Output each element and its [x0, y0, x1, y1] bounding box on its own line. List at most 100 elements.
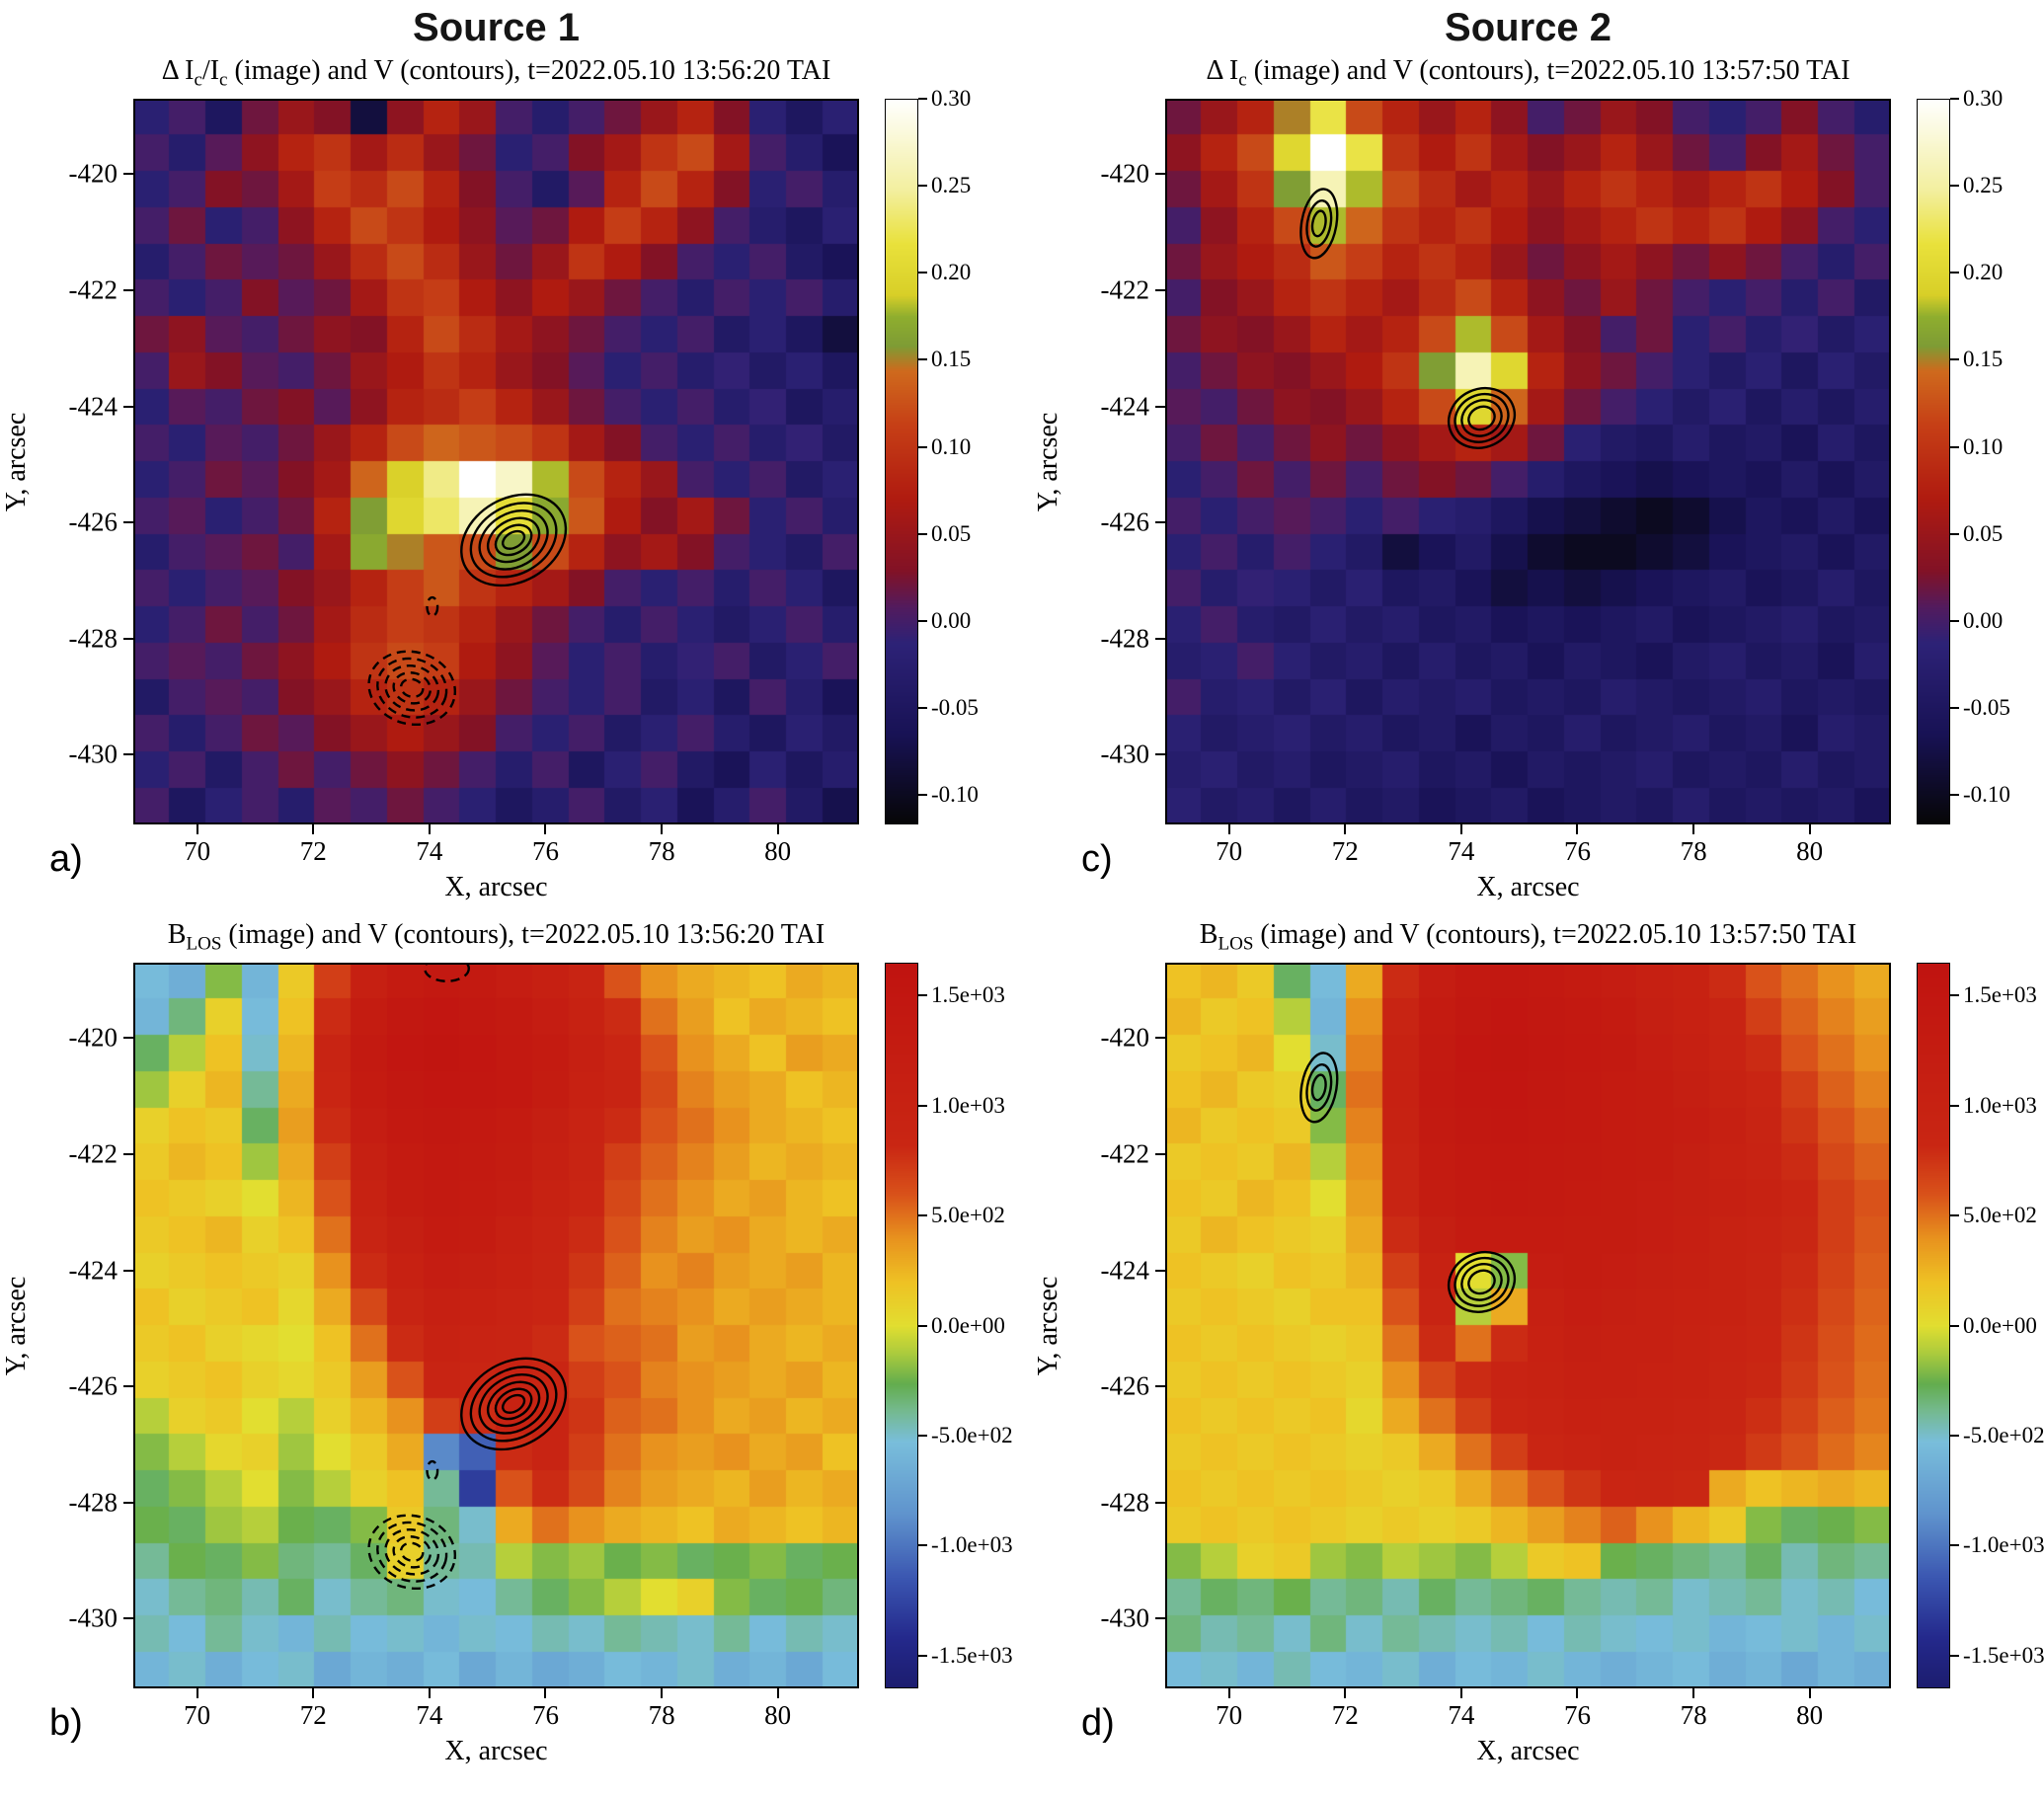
colorbar-tick-label: 5.0e+02: [1963, 1203, 2037, 1228]
y-tick-mark: [1155, 1617, 1165, 1620]
colorbar-d: [1917, 963, 1950, 1688]
y-tick-mark: [1155, 521, 1165, 524]
x-axis-label-d: X, arcsec: [1476, 1736, 1580, 1766]
dashed-contour-ring: [376, 1521, 448, 1583]
y-tick-label: -428: [68, 1487, 118, 1518]
colorbar-tick-label: 0.0e+00: [1963, 1312, 2037, 1338]
x-tick-mark: [1344, 824, 1347, 834]
x-tick-mark: [312, 1688, 315, 1698]
title-text: Δ I: [161, 55, 195, 86]
title-text: (image) and V (contours), t=2022.05.10 1…: [1246, 55, 1850, 86]
solid-contour-ring: [460, 1357, 568, 1451]
colorbar-tick-label: 0.25: [1963, 173, 2004, 198]
x-tick-mark: [1808, 1688, 1811, 1698]
title-subscript: LOS: [1218, 933, 1254, 955]
x-tick-label: 74: [1448, 836, 1475, 866]
v-contours-a: [367, 493, 568, 727]
colorbar-tick-label: -1.5e+03: [931, 1642, 1013, 1668]
colorbar-gradient-d: [1917, 963, 1950, 1688]
source-2-header: Source 2: [1445, 6, 1612, 49]
heatmap-image-b: [133, 963, 859, 1688]
dashed-contour-ring: [367, 650, 457, 727]
title-text: (image) and V (contours), t=2022.05.10 1…: [1253, 919, 1857, 950]
colorbar-tick-mark: [918, 1104, 927, 1107]
colorbar-tick-label: 0.05: [931, 520, 972, 546]
y-tick-mark: [1155, 173, 1165, 176]
colorbar-tick-mark: [1950, 358, 1959, 361]
x-tick-label: 76: [531, 1700, 559, 1730]
x-tick-label: 72: [299, 836, 327, 866]
colorbar-frame-a: [885, 99, 918, 824]
y-tick-label: -426: [1100, 1370, 1150, 1401]
x-tick-mark: [1692, 1688, 1695, 1698]
x-tick-mark: [1227, 824, 1230, 834]
y-tick-label: -424: [68, 1255, 118, 1286]
y-tick-mark: [1155, 1385, 1165, 1388]
x-tick-label: 74: [416, 836, 443, 866]
y-tick-mark: [123, 521, 133, 524]
colorbar-tick-label: -5.0e+02: [931, 1422, 1013, 1447]
y-tick-mark: [123, 1501, 133, 1504]
colorbar-tick-mark: [1950, 1434, 1959, 1437]
colorbar-b: [885, 963, 918, 1688]
dashed-contour-ring: [376, 657, 448, 719]
y-tick-label: -428: [68, 623, 118, 654]
x-tick-mark: [312, 824, 315, 834]
colorbar-tick-label: 0.0e+00: [931, 1312, 1005, 1338]
y-axis-label-d: Y, arcsec: [1033, 1276, 1063, 1375]
x-axis-label-a: X, arcsec: [444, 872, 548, 902]
plot-area-d: [1165, 963, 1891, 1688]
colorbar-tick-label: 0.15: [931, 347, 972, 372]
colorbar-tick-label: -0.05: [931, 694, 979, 720]
colorbar-tick-mark: [918, 445, 927, 448]
x-tick-label: 80: [764, 1700, 792, 1730]
y-tick-mark: [123, 289, 133, 292]
solid-contour-ring: [1467, 405, 1496, 431]
colorbar-tick-mark: [1950, 1104, 1959, 1107]
y-tick-mark: [123, 1385, 133, 1388]
v-contours-b: [367, 963, 568, 1591]
panel-title-a: Δ Ic/Ic (image) and V (contours), t=2022…: [52, 55, 941, 92]
y-tick-mark: [1155, 289, 1165, 292]
x-tick-label: 74: [416, 1700, 443, 1730]
y-tick-mark: [123, 1269, 133, 1272]
title-text: B: [167, 919, 187, 950]
colorbar-tick-mark: [1950, 98, 1959, 100]
colorbar-tick-label: -5.0e+02: [1963, 1422, 2044, 1447]
dashed-contour-ring: [392, 671, 432, 705]
solid-contour-ring: [1460, 1263, 1503, 1301]
y-tick-label: -422: [1100, 274, 1150, 305]
x-tick-mark: [776, 824, 779, 834]
y-tick-label: -426: [68, 507, 118, 537]
solid-contour-ring: [1299, 1052, 1339, 1124]
title-subscript: c: [194, 69, 202, 91]
x-tick-mark: [776, 1688, 779, 1698]
colorbar-gradient-a: [885, 99, 918, 824]
colorbar-tick-label: 0.10: [1963, 433, 2004, 459]
x-tick-mark: [661, 1688, 664, 1698]
colorbar-tick-mark: [918, 706, 927, 709]
x-tick-mark: [544, 1688, 547, 1698]
solid-contour-ring: [1467, 1269, 1496, 1295]
v-contours-c: [1299, 188, 1517, 449]
colorbar-tick-mark: [918, 794, 927, 797]
dashed-contour-ring: [424, 963, 470, 982]
x-tick-label: 72: [1331, 1700, 1359, 1730]
x-tick-mark: [1459, 1688, 1462, 1698]
x-tick-label: 78: [648, 836, 675, 866]
solid-contour-ring: [1447, 386, 1517, 449]
colorbar-tick-mark: [918, 98, 927, 100]
solid-contour-ring: [1305, 198, 1333, 248]
colorbar-tick-mark: [1950, 445, 1959, 448]
y-tick-label: -430: [1100, 1602, 1150, 1633]
y-tick-mark: [123, 753, 133, 756]
y-tick-mark: [123, 1037, 133, 1040]
x-tick-mark: [661, 824, 664, 834]
colorbar-tick-mark: [1950, 794, 1959, 797]
colorbar-tick-mark: [918, 1434, 927, 1437]
colorbar-tick-label: 0.00: [1963, 607, 2004, 633]
y-tick-label: -428: [1100, 623, 1150, 654]
solid-contour-ring: [469, 1366, 558, 1443]
plot-area-c: [1165, 99, 1891, 824]
